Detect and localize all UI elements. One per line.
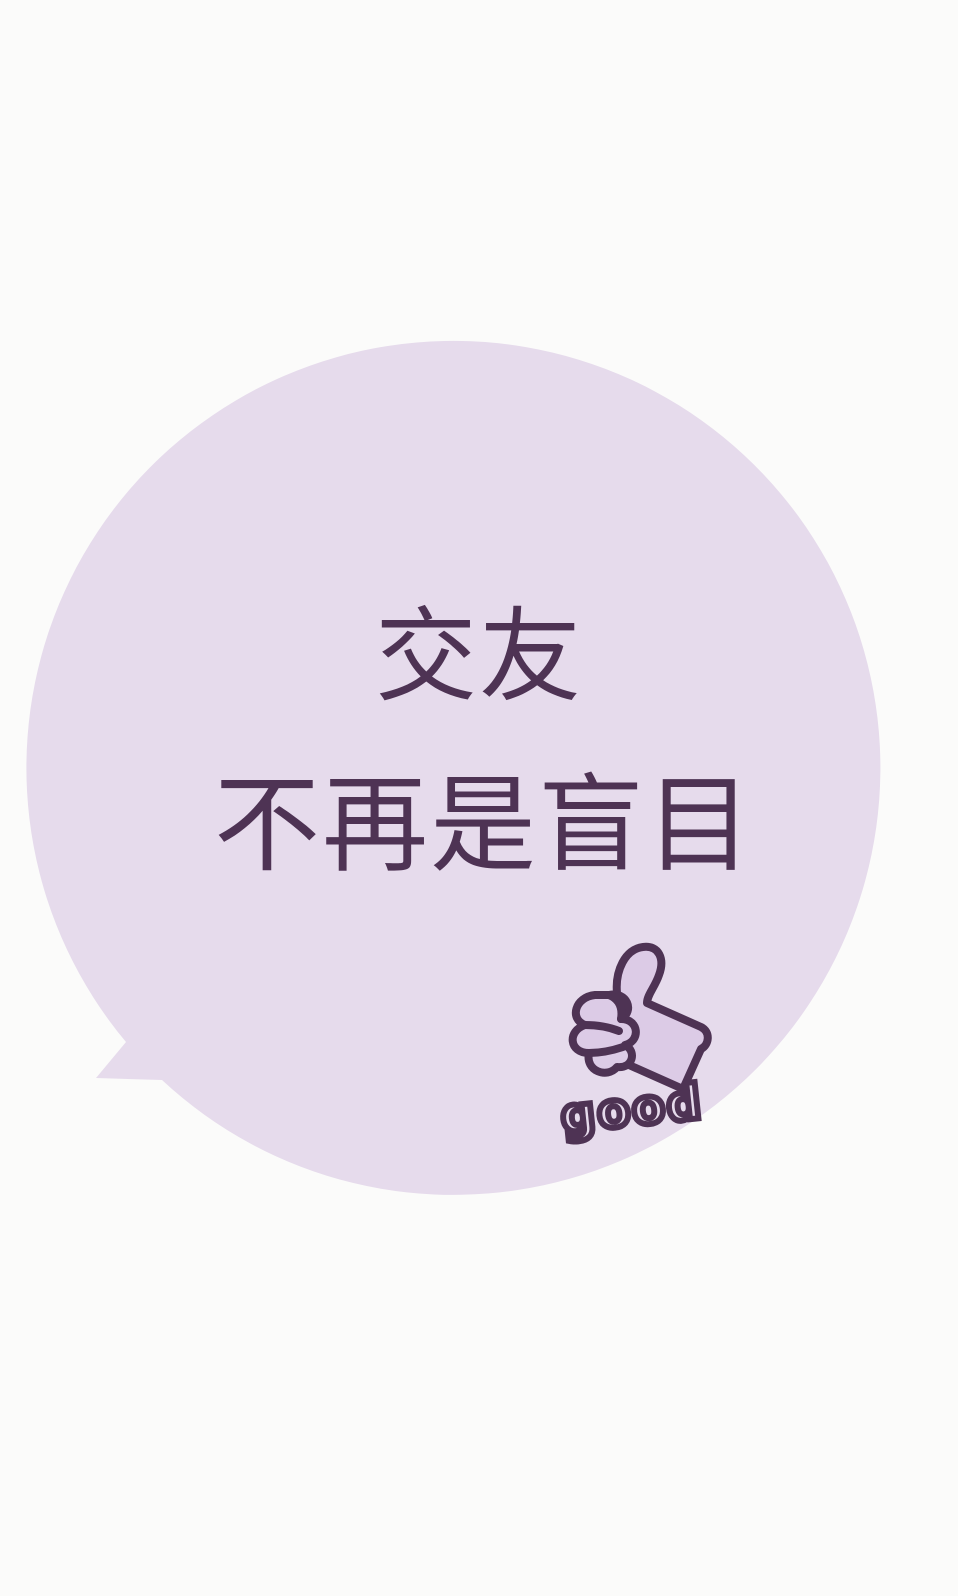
thumbs-up-good-sticker: good: [555, 942, 712, 1145]
headline-line-2: 不再是盲目: [214, 764, 754, 887]
headline-line-1: 交友: [375, 598, 583, 717]
sticker-label: good: [558, 1074, 706, 1145]
thumbs-up-icon: [568, 942, 712, 1093]
speech-bubble-shape: [26, 340, 881, 1195]
